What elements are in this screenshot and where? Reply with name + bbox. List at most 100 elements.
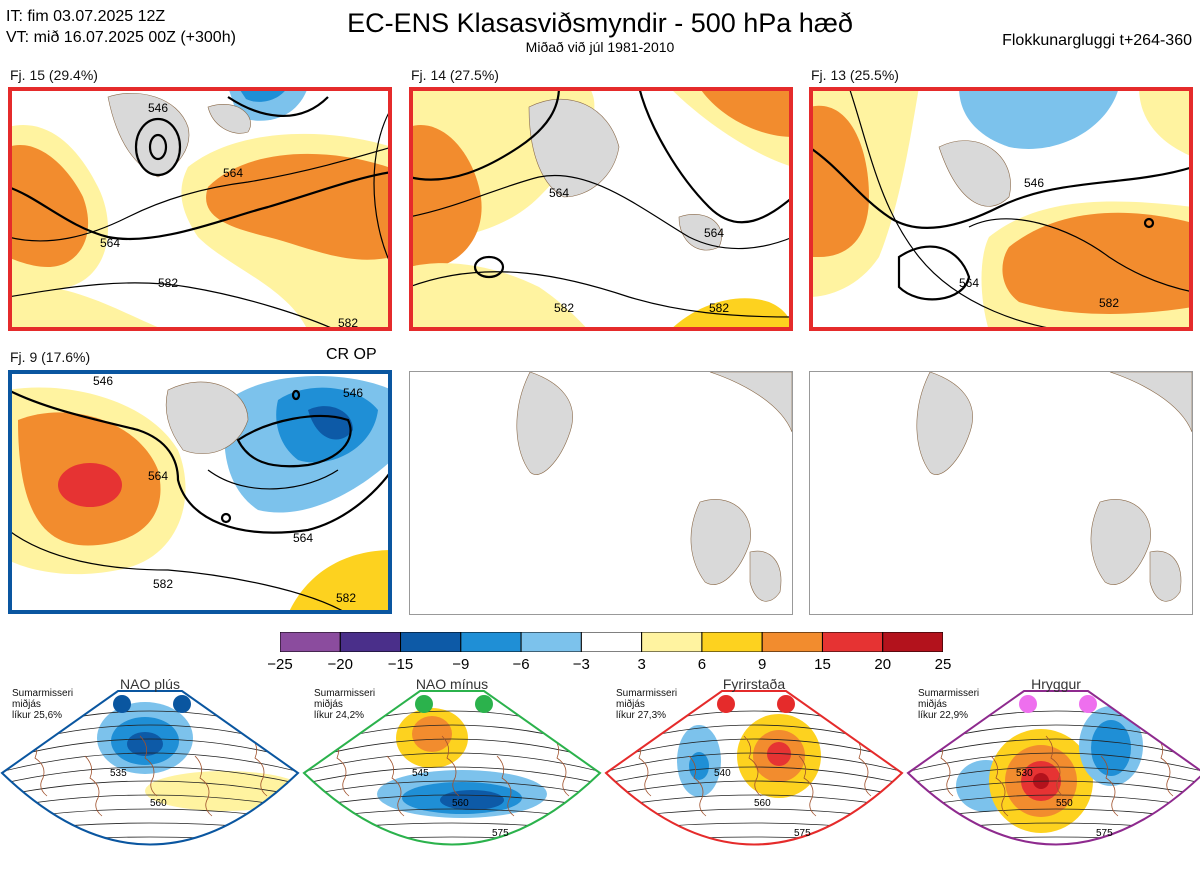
empty-map-6	[809, 371, 1193, 615]
regime-dot	[1019, 695, 1037, 713]
cluster-label-2: Fj. 14 (27.5%)	[411, 67, 499, 83]
colorbar-tick: 25	[934, 656, 952, 673]
regime-outline	[906, 690, 1200, 846]
coastline	[798, 755, 817, 817]
coastline	[194, 755, 213, 817]
height-contour	[304, 794, 600, 809]
contour-label: 564	[223, 166, 243, 180]
height-contour	[302, 865, 602, 868]
coastline	[853, 735, 872, 797]
regime-dot	[415, 695, 433, 713]
height-contour	[2, 766, 298, 785]
anomaly-blob	[127, 732, 163, 756]
colorbar-segment	[520, 631, 582, 653]
contour-label: 582	[336, 591, 356, 605]
contour-label: 582	[153, 577, 173, 591]
colorbar-segment	[821, 631, 884, 653]
cluster-map-3: 546 582 564	[809, 87, 1193, 331]
regime-outline	[604, 690, 904, 846]
colorbar-tick: −6	[512, 656, 530, 673]
regime-info-line: líkur 25,6%	[12, 710, 63, 721]
regime-panel: 545 560 575	[302, 690, 602, 868]
contour-label: 582	[554, 301, 574, 315]
contour-label: 582	[1099, 296, 1119, 310]
anomaly-blob	[767, 742, 791, 766]
page-title: EC-ENS Klasasviðsmyndir - 500 hPa hæð	[347, 8, 853, 38]
coastline	[496, 755, 515, 817]
coastline	[331, 735, 350, 797]
regime-title: NAO plús	[120, 676, 180, 692]
contour-label: 560	[452, 798, 469, 809]
contour-label: 564	[293, 531, 313, 545]
cluster-label-4: Fj. 9 (17.6%)	[10, 349, 91, 365]
regime-info: Sumarmisseri miðjás líkur 24,2%	[314, 688, 375, 721]
height-contour	[908, 738, 1200, 761]
colorbar-segment	[339, 631, 402, 653]
contour-label: 564	[148, 469, 168, 483]
regime-info-line: líkur 27,3%	[616, 710, 667, 721]
height-contour	[2, 738, 298, 761]
height-contour	[606, 808, 902, 821]
anomaly-blob	[1091, 720, 1131, 776]
colorbar-tick: 3	[637, 656, 646, 673]
regime-info-line: Sumarmisseri	[314, 688, 376, 699]
contour-label: 530	[1016, 768, 1033, 779]
initial-time: IT: fim 03.07.2025 12Z	[6, 8, 166, 25]
height-contour	[908, 836, 1200, 845]
coastline	[1100, 755, 1119, 817]
coastline	[139, 735, 158, 797]
cluster-label-1: Fj. 15 (29.4%)	[10, 67, 98, 83]
coastline	[1045, 735, 1064, 797]
height-contour	[0, 865, 300, 868]
height-contour	[2, 836, 298, 845]
coastline	[688, 755, 707, 817]
regime-dot	[113, 695, 131, 713]
height-contour	[304, 822, 600, 833]
height-contour	[2, 822, 298, 833]
regime-info: Sumarmisseri miðjás líkur 25,6%	[12, 688, 73, 721]
colorbar-tick: −20	[327, 656, 353, 673]
regime-info-line: líkur 22,9%	[918, 710, 969, 721]
regime-title: Fyrirstaða	[722, 676, 786, 692]
height-contour	[606, 738, 902, 761]
colorbar-tick: 15	[814, 656, 831, 673]
header-info: IT: fim 03.07.2025 12Z VT: mið 16.07.202…	[6, 6, 236, 48]
height-contour	[304, 738, 600, 761]
regime-panel: 535 560	[0, 690, 300, 868]
regime-info-line: miðjás	[314, 699, 343, 710]
colorbar-tick: −25	[267, 656, 293, 673]
height-contour	[2, 808, 298, 821]
regime-dot	[717, 695, 735, 713]
empty-map-5	[409, 371, 793, 615]
regime-info-line: Sumarmisseri	[12, 688, 74, 699]
colorbar-tick: −9	[452, 656, 470, 673]
cluster-label-3: Fj. 13 (25.5%)	[811, 67, 899, 83]
regime-outline	[0, 690, 300, 846]
regime-info-line: miðjás	[918, 699, 947, 710]
contour-label: 535	[110, 768, 127, 779]
regime-info-line: miðjás	[616, 699, 645, 710]
regime-dot	[475, 695, 493, 713]
colorbar-tick: 20	[874, 656, 892, 673]
coastline	[633, 735, 652, 797]
height-contour	[0, 851, 300, 856]
contour-label: 582	[158, 276, 178, 290]
cluster-map-4: 546 546 564 564 582 582	[8, 370, 392, 614]
coastline	[1155, 735, 1174, 797]
regime-info: Sumarmisseri miðjás líkur 27,3%	[616, 688, 677, 721]
coastline	[990, 755, 1009, 817]
coastline	[935, 735, 954, 797]
anomaly-blob	[145, 771, 298, 811]
regimes: 535 560 545 560 575 540 560 575 530 550 575	[0, 676, 1200, 871]
height-contour	[908, 766, 1200, 785]
height-contour	[304, 766, 600, 785]
height-contour	[604, 865, 904, 868]
cluster-map-2: 564 564 582 582	[409, 87, 793, 331]
coastline	[249, 735, 268, 797]
height-contour	[906, 851, 1200, 856]
coastline	[29, 735, 48, 797]
coastline	[84, 755, 103, 817]
colorbar-segment	[882, 631, 944, 653]
regime-dot	[777, 695, 795, 713]
coastline	[441, 735, 460, 797]
